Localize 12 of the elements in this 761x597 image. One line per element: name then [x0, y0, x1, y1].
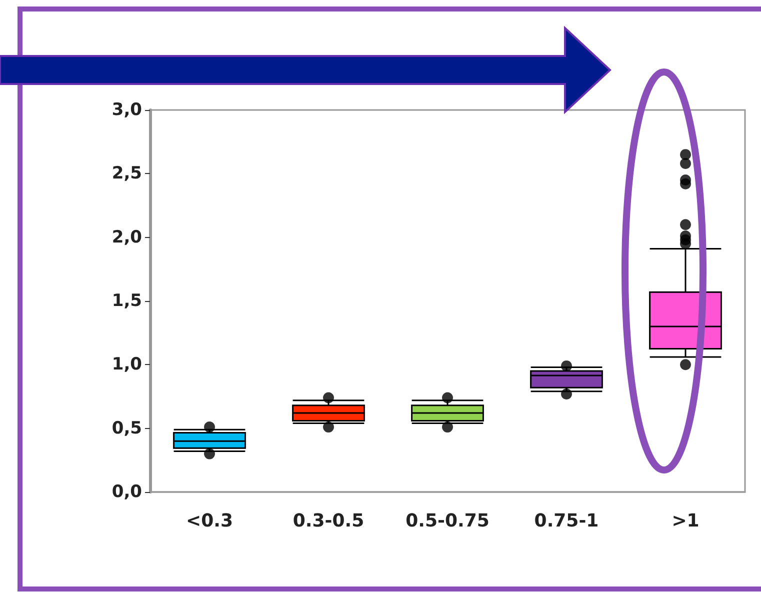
- y-tick-label: 2,5: [112, 164, 142, 184]
- y-tick-label: 3,0: [112, 100, 142, 120]
- x-tick-label: <0.3: [186, 510, 233, 532]
- y-tick-label: 2,0: [112, 227, 142, 248]
- x-tick-label: 0.75-1: [534, 510, 599, 532]
- y-tick-label: 0,0: [112, 482, 142, 502]
- y-tick-label: 1,5: [112, 291, 142, 311]
- y-tick-label: 1,0: [112, 354, 142, 375]
- x-tick-label: 0.3-0.5: [292, 510, 364, 532]
- x-tick-label: >1: [672, 510, 700, 532]
- y-tick-label: 0,5: [112, 418, 142, 438]
- x-tick-label: 0.5-0.75: [406, 510, 490, 532]
